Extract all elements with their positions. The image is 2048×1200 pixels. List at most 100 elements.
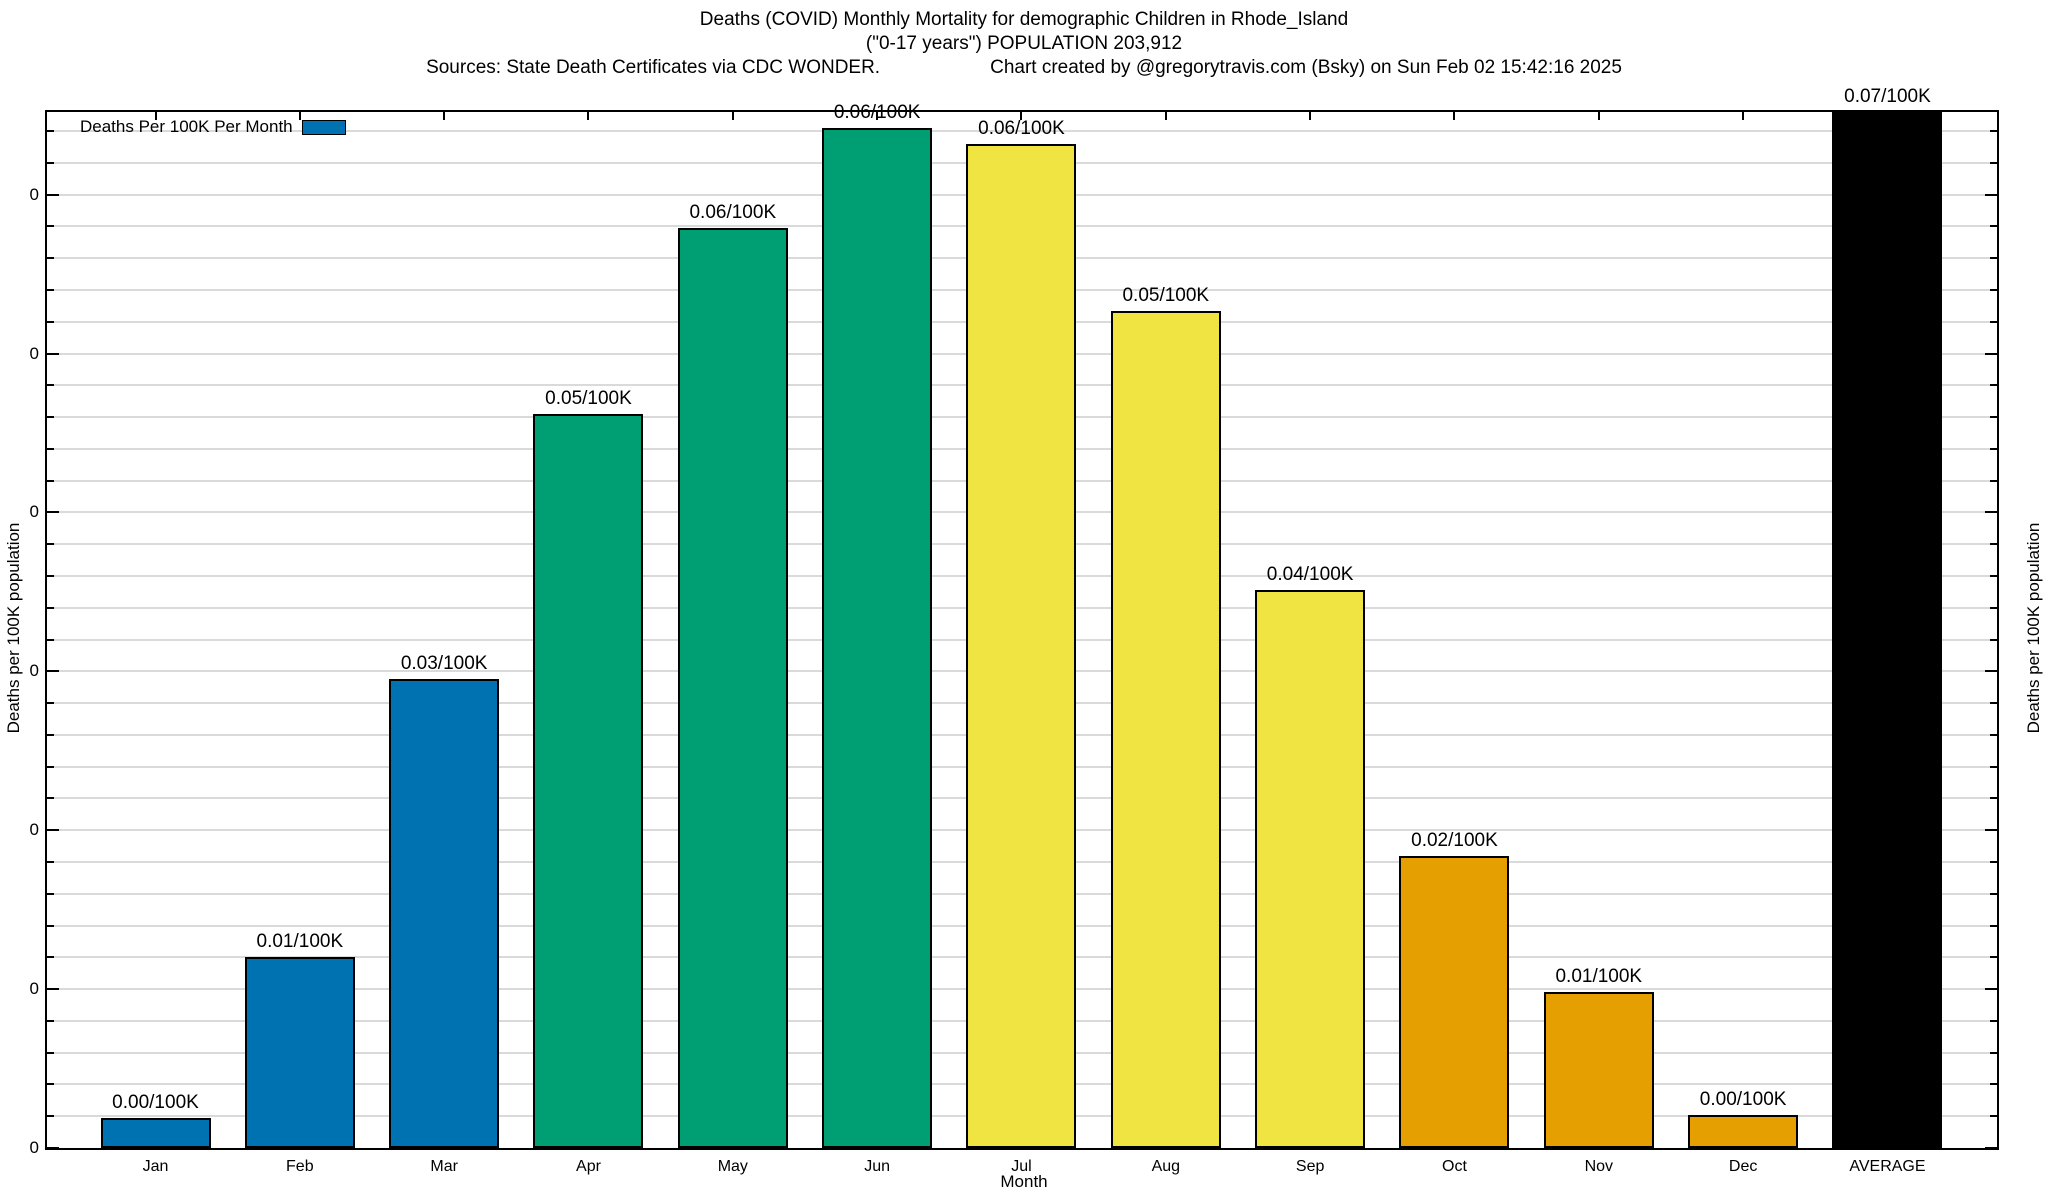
x-tick-top [154, 112, 157, 120]
y-minor-tick-left [47, 892, 54, 895]
x-tick-top [1453, 112, 1456, 120]
y-minor-tick-left [47, 320, 54, 323]
y-tick-label: 0 [29, 661, 39, 681]
y-minor-tick-left [47, 384, 54, 387]
y-minor-tick-right [1990, 956, 1997, 959]
y-minor-tick-right [1990, 797, 1997, 800]
y-tick-label: 0 [29, 979, 39, 999]
x-tick-label: Feb [286, 1158, 314, 1175]
y-minor-tick-left [47, 860, 54, 863]
y-major-tick-left [47, 193, 59, 196]
bar-value-label: 0.01/100K [256, 931, 344, 953]
gridline [47, 130, 1997, 133]
x-tick-label: Jan [142, 1158, 169, 1175]
y-minor-tick-right [1990, 1019, 1997, 1022]
x-tick-top [876, 112, 879, 120]
y-major-tick-left [47, 511, 59, 514]
x-tick-top [1742, 112, 1745, 120]
y-minor-tick-left [47, 130, 54, 133]
bar-value-label: 0.02/100K [1411, 829, 1498, 851]
y-minor-tick-left [47, 1019, 54, 1022]
x-tick-label: Nov [1584, 1158, 1614, 1175]
bar-value-label: 0.06/100K [833, 101, 921, 123]
x-tick-label: Sep [1295, 1158, 1325, 1175]
y-tick-label: 0 [29, 343, 39, 363]
plot-area: Deaths Per 100K Per Month 0 0 0 0 0 0 0 0.00/10… [30, 86, 1999, 1175]
y-axis-title-right: Deaths per 100K population [2024, 522, 2043, 734]
y-minor-tick-right [1990, 320, 1997, 323]
bar-value-label: 0.05/100K [1122, 284, 1210, 306]
bar-value-label: 0.01/100K [1555, 966, 1643, 988]
y-minor-tick-left [47, 479, 54, 482]
bar-dec [1688, 1114, 1799, 1148]
bar-value-label: 0.04/100K [1266, 564, 1354, 586]
y-minor-tick-right [1990, 257, 1997, 260]
y-minor-tick-left [47, 702, 54, 705]
bar-feb [244, 957, 355, 1148]
y-major-tick-left [47, 988, 59, 991]
x-tick-label: May [717, 1158, 748, 1175]
bar-jan [100, 1117, 211, 1148]
y-minor-tick-right [1990, 161, 1997, 164]
y-minor-tick-left [47, 765, 54, 768]
y-minor-tick-right [1990, 924, 1997, 927]
y-minor-tick-right [1990, 479, 1997, 482]
x-tick-label: Apr [576, 1158, 601, 1175]
legend: Deaths Per 100K Per Month [80, 117, 346, 137]
y-major-tick-right [1985, 829, 1997, 832]
y-minor-tick-left [47, 606, 54, 609]
bar-value-label: 0.03/100K [400, 653, 488, 675]
y-minor-tick-right [1990, 225, 1997, 228]
y-minor-tick-left [47, 1051, 54, 1054]
y-minor-tick-left [47, 161, 54, 164]
chart-credit-text: Chart created by @gregorytravis.com (Bsk… [990, 57, 1622, 78]
y-minor-tick-right [1990, 416, 1997, 419]
x-tick-top [731, 112, 734, 120]
chart-title-line2: ("0-17 years") POPULATION 203,912 [865, 33, 1183, 54]
chart-title-line3: Sources: State Death Certificates via CD… [0, 56, 2048, 80]
bar-jul [966, 143, 1077, 1148]
x-tick-label: Aug [1151, 1158, 1181, 1175]
y-minor-tick-left [47, 924, 54, 927]
y-major-tick-right [1985, 511, 1997, 514]
y-minor-tick-right [1990, 606, 1997, 609]
y-minor-tick-right [1990, 447, 1997, 450]
y-minor-tick-left [47, 733, 54, 736]
x-tick-top [1020, 112, 1023, 120]
y-minor-tick-right [1990, 1115, 1997, 1118]
chart-sources-text: Sources: State Death Certificates via CD… [426, 57, 881, 78]
bar-sep [1255, 590, 1366, 1148]
y-minor-tick-right [1990, 1083, 1997, 1086]
bar-value-label: 0.06/100K [689, 201, 777, 223]
y-tick-label: 0 [29, 1138, 39, 1157]
bar-apr [533, 413, 644, 1148]
y-major-tick-right [1985, 670, 1997, 673]
y-minor-tick-left [47, 956, 54, 959]
bar-nov [1543, 992, 1654, 1148]
x-tick-label: Jun [864, 1158, 891, 1175]
bar-value-label: 0.07/100K [1844, 86, 1931, 107]
y-major-tick-left [47, 1147, 59, 1149]
legend-swatch [301, 119, 346, 135]
y-major-tick-left [47, 352, 59, 355]
y-minor-tick-right [1990, 543, 1997, 546]
y-minor-tick-right [1990, 384, 1997, 387]
y-minor-tick-left [47, 574, 54, 577]
x-tick-label: Mar [430, 1158, 458, 1175]
x-tick-top [443, 112, 446, 120]
y-axis-title-left: Deaths per 100K population [4, 522, 23, 734]
x-tick-top [1597, 112, 1600, 120]
bar-mar [389, 679, 500, 1148]
y-minor-tick-left [47, 257, 54, 260]
y-minor-tick-right [1990, 733, 1997, 736]
x-tick-top [1164, 112, 1167, 120]
legend-label: Deaths Per 100K Per Month [80, 117, 293, 136]
y-minor-tick-right [1990, 574, 1997, 577]
y-tick-label: 0 [29, 502, 39, 522]
y-tick-label: 0 [29, 820, 39, 840]
y-minor-tick-left [47, 447, 54, 450]
x-tick-top [587, 112, 590, 120]
bar-value-label: 0.00/100K [1699, 1088, 1787, 1110]
y-major-tick-right [1985, 193, 1997, 196]
y-minor-tick-left [47, 1083, 54, 1086]
